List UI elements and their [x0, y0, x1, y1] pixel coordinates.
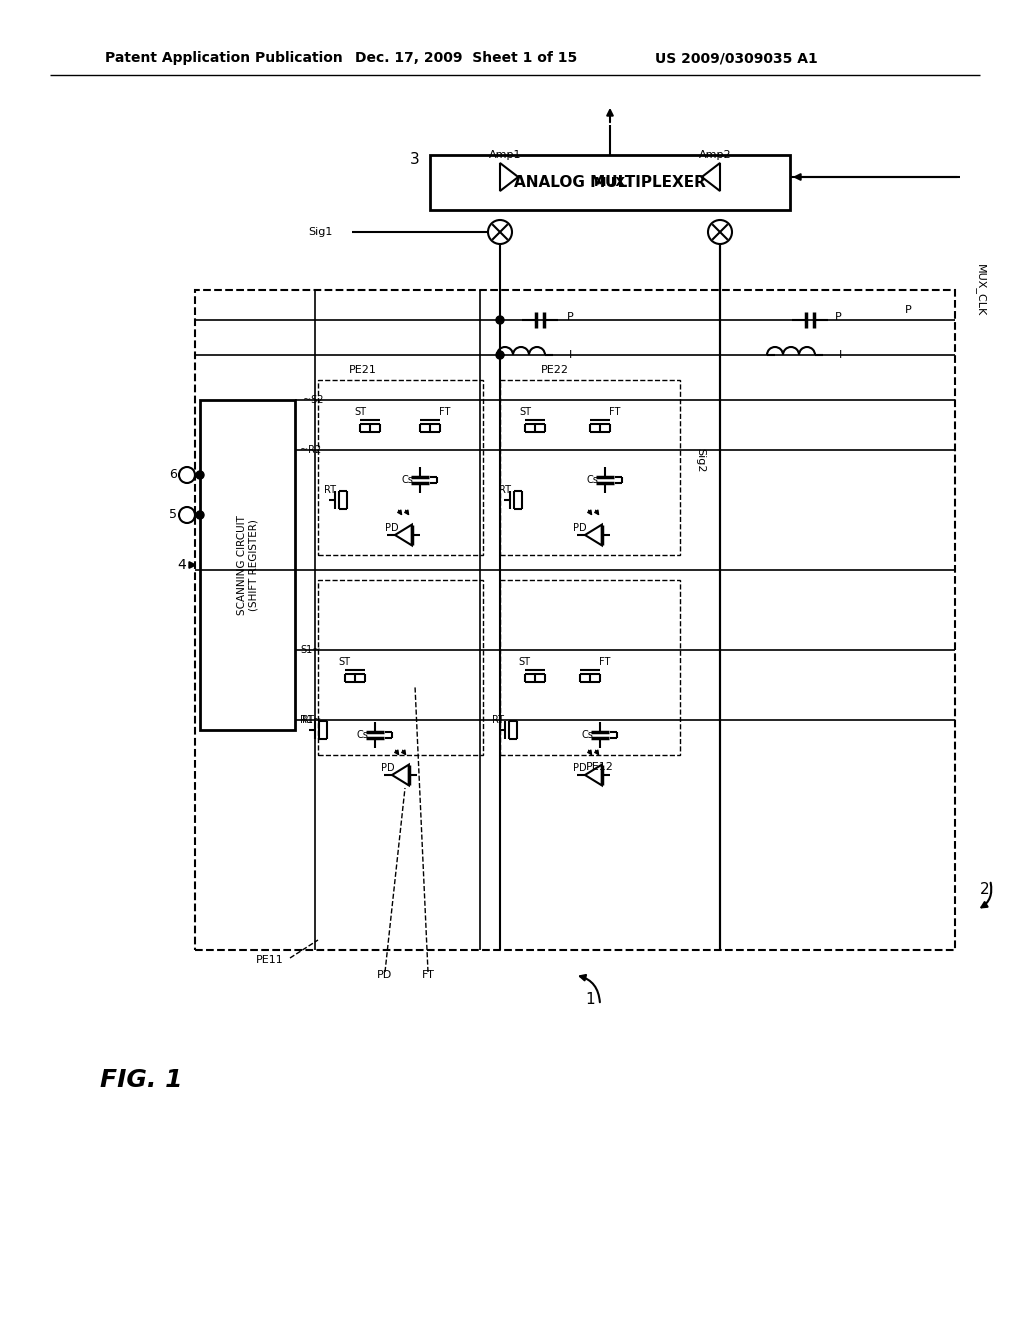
Text: Amp1: Amp1	[488, 150, 521, 160]
Text: PE22: PE22	[541, 366, 569, 375]
Text: ST: ST	[518, 657, 530, 667]
Bar	[195, 290, 955, 950]
Text: ~S2: ~S2	[303, 395, 324, 405]
Text: R1~: R1~	[300, 715, 322, 725]
Bar	[430, 154, 790, 210]
Text: I: I	[568, 350, 571, 360]
Text: 4: 4	[177, 558, 186, 572]
Text: FT: FT	[439, 407, 451, 417]
Text: Sig1: Sig1	[308, 227, 332, 238]
Text: PE21: PE21	[349, 366, 377, 375]
Text: P: P	[566, 312, 573, 322]
Circle shape	[716, 341, 724, 348]
Text: I: I	[839, 350, 842, 360]
Circle shape	[496, 315, 504, 323]
Text: PD: PD	[385, 523, 398, 533]
Text: PE11: PE11	[256, 954, 284, 965]
Text: 5: 5	[169, 508, 177, 521]
Text: FT: FT	[599, 657, 610, 667]
Text: Cs: Cs	[581, 730, 593, 741]
Text: P: P	[904, 305, 911, 315]
Circle shape	[196, 511, 204, 519]
Text: FIG. 1: FIG. 1	[100, 1068, 182, 1092]
Text: PD: PD	[381, 763, 395, 774]
Text: MUX_CLK: MUX_CLK	[975, 264, 985, 315]
Bar	[500, 380, 680, 554]
Text: Patent Application Publication: Patent Application Publication	[105, 51, 343, 65]
Text: Amp2: Amp2	[698, 150, 731, 160]
Text: ST: ST	[338, 657, 350, 667]
Text: Cs: Cs	[401, 475, 413, 484]
Text: ANALOG MULTIPLEXER: ANALOG MULTIPLEXER	[514, 176, 706, 190]
Bar	[318, 579, 483, 755]
Bar	[200, 400, 295, 730]
Text: Cs: Cs	[356, 730, 368, 741]
Text: 1: 1	[585, 993, 595, 1007]
Text: ST: ST	[519, 407, 531, 417]
Text: RT: RT	[324, 484, 336, 495]
Text: PD: PD	[573, 523, 587, 533]
Text: ST: ST	[354, 407, 366, 417]
Circle shape	[496, 351, 504, 359]
Bar	[318, 380, 483, 554]
Text: PD: PD	[573, 763, 587, 774]
Text: P: P	[835, 312, 842, 322]
Text: FT: FT	[609, 407, 621, 417]
Text: RT: RT	[499, 484, 511, 495]
Text: S1~: S1~	[300, 645, 321, 655]
Text: RT: RT	[302, 715, 314, 725]
Bar	[500, 579, 680, 755]
Text: Cs: Cs	[586, 475, 598, 484]
Text: Dec. 17, 2009  Sheet 1 of 15: Dec. 17, 2009 Sheet 1 of 15	[355, 51, 578, 65]
Text: PD: PD	[378, 970, 392, 979]
Text: ~R2: ~R2	[300, 445, 322, 455]
Text: PE12: PE12	[586, 762, 614, 772]
Text: RT: RT	[492, 715, 504, 725]
Text: MUX: MUX	[594, 177, 626, 190]
Text: Sig2: Sig2	[695, 447, 705, 473]
Text: SCANNING CIRCUIT
(SHIFT REGISTER): SCANNING CIRCUIT (SHIFT REGISTER)	[237, 515, 258, 615]
Text: 6: 6	[169, 469, 177, 482]
Text: 3: 3	[411, 153, 420, 168]
Circle shape	[196, 471, 204, 479]
Text: FT: FT	[422, 970, 434, 979]
Text: US 2009/0309035 A1: US 2009/0309035 A1	[655, 51, 818, 65]
Text: 2: 2	[980, 883, 990, 898]
